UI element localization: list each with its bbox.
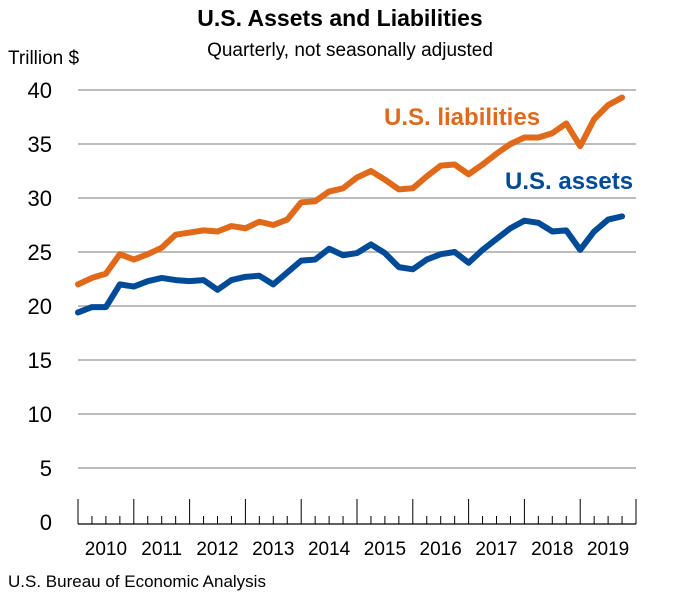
y-axis-label: Trillion $	[8, 48, 80, 69]
series-label-liabilities: U.S. liabilities	[384, 104, 540, 131]
x-tick-label: 2018	[531, 539, 573, 560]
chart-title: U.S. Assets and Liabilities	[197, 5, 482, 31]
y-tick-label: 30	[28, 186, 52, 211]
x-tick-label: 2019	[587, 539, 629, 560]
source-note: U.S. Bureau of Economic Analysis	[8, 572, 266, 591]
y-tick-label: 10	[28, 402, 52, 427]
x-tick-label: 2015	[364, 539, 406, 560]
x-tick-label: 2017	[475, 539, 517, 560]
x-tick-label: 2011	[141, 539, 182, 560]
y-tick-label: 0	[40, 510, 52, 535]
y-tick-label: 5	[40, 456, 52, 481]
x-tick-label: 2010	[85, 539, 127, 560]
x-tick-label: 2013	[252, 539, 294, 560]
series-line-u-s-assets	[75, 213, 626, 316]
y-tick-label: 15	[28, 348, 52, 373]
x-tick-label: 2012	[196, 539, 238, 560]
chart-subtitle: Quarterly, not seasonally adjusted	[207, 40, 493, 61]
x-tick-label: 2016	[420, 539, 462, 560]
series-line-u-s-liabilities	[75, 94, 626, 288]
y-tick-label: 25	[28, 240, 52, 265]
y-tick-label: 35	[28, 132, 52, 157]
series-label-assets: U.S. assets	[505, 168, 633, 195]
y-tick-label: 40	[28, 78, 52, 103]
x-tick-label: 2014	[308, 539, 351, 560]
y-tick-label: 20	[28, 294, 52, 319]
